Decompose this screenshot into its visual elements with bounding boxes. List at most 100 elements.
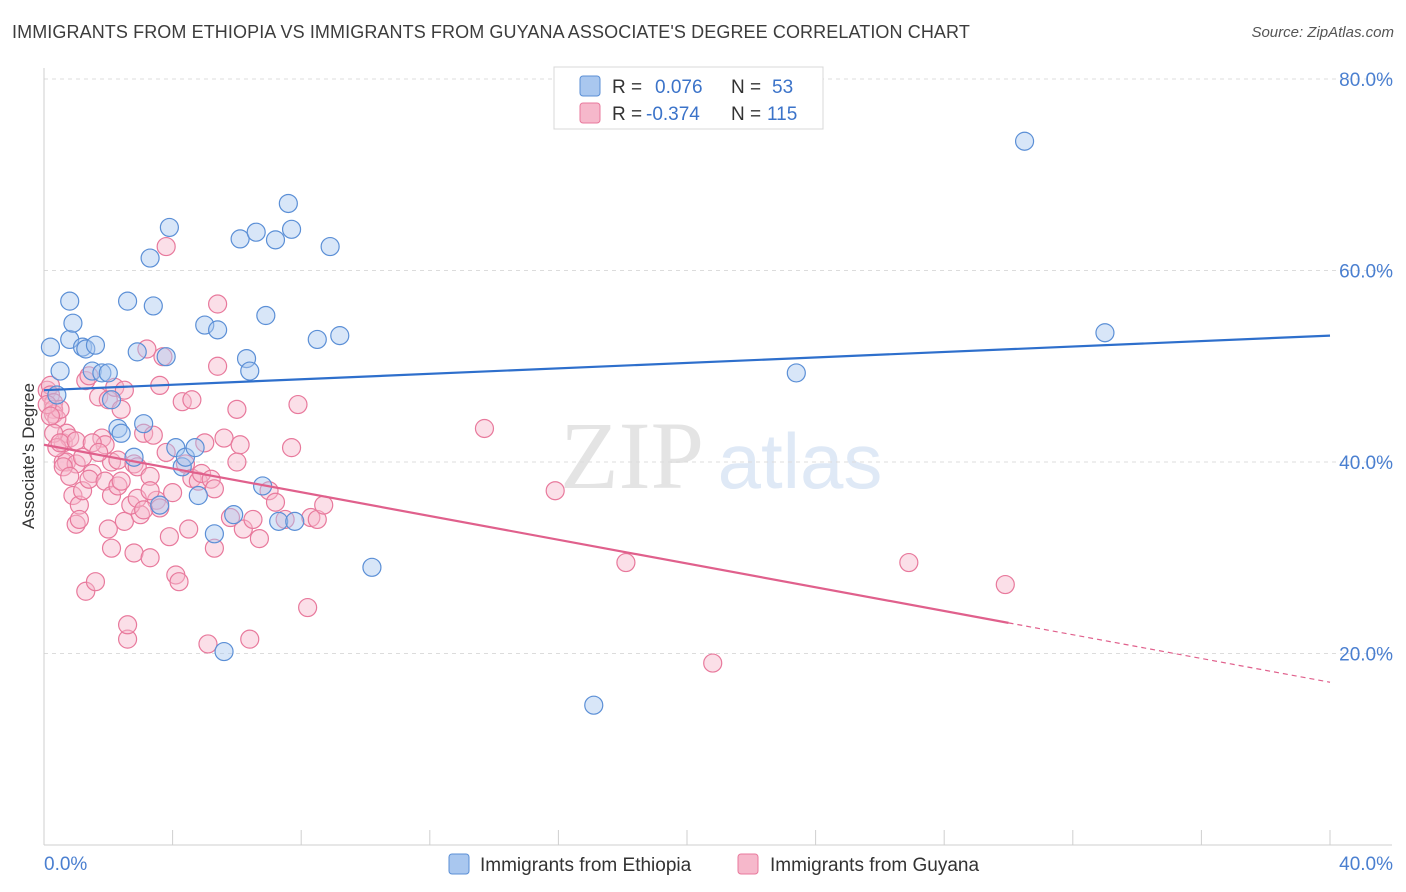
guyana-point bbox=[172, 392, 192, 412]
guyana-point bbox=[159, 527, 179, 547]
ethiopia-point bbox=[60, 291, 80, 311]
ethiopia-point bbox=[195, 315, 215, 335]
watermark-atlas: atlas bbox=[718, 417, 883, 505]
guyana-point bbox=[66, 431, 86, 451]
guyana-point bbox=[69, 495, 89, 515]
x-tick-label: 40.0% bbox=[1339, 854, 1393, 875]
ethiopia-point bbox=[85, 335, 106, 355]
guyana-point bbox=[101, 538, 122, 558]
guyana-point bbox=[208, 356, 228, 376]
watermark-zip: ZIP bbox=[560, 402, 704, 509]
legend-r-value-2: -0.374 bbox=[646, 104, 700, 125]
guyana-point bbox=[208, 294, 228, 314]
ethiopia-point bbox=[246, 222, 266, 242]
guyana-point bbox=[40, 406, 61, 426]
ethiopia-point bbox=[256, 305, 276, 326]
guyana-point bbox=[85, 572, 106, 592]
y-tick-label: 80.0% bbox=[1339, 70, 1393, 91]
tick-labels: 20.0% 40.0% 60.0% 80.0% 0.0% 40.0% bbox=[44, 70, 1393, 875]
series-swatch-guyana bbox=[737, 853, 759, 875]
ethiopia-point bbox=[156, 347, 176, 367]
ethiopia-point bbox=[236, 348, 257, 369]
guyana-trend-line bbox=[43, 443, 1009, 624]
ethiopia-point bbox=[101, 390, 122, 410]
watermark: ZIP atlas bbox=[560, 402, 882, 509]
guyana-point bbox=[204, 538, 224, 558]
guyana-point bbox=[79, 469, 99, 489]
ethiopia-point bbox=[307, 329, 327, 350]
guyana-point bbox=[111, 471, 131, 491]
guyana-point bbox=[63, 485, 83, 506]
ethiopia-point bbox=[1014, 131, 1035, 151]
guyana-point bbox=[114, 511, 134, 531]
legend-swatch-ethiopia bbox=[579, 75, 601, 97]
ethiopia-point bbox=[224, 505, 244, 525]
guyana-point bbox=[230, 435, 250, 455]
guyana-point bbox=[281, 438, 302, 458]
guyana-point bbox=[195, 433, 215, 453]
ethiopia-point bbox=[208, 320, 228, 340]
series-label-guyana: Immigrants from Guyana bbox=[770, 855, 979, 876]
ethiopia-point bbox=[98, 363, 118, 383]
ethiopia-point bbox=[143, 296, 163, 316]
ethiopia-point bbox=[92, 363, 112, 383]
guyana-point bbox=[179, 519, 199, 539]
guyana-point bbox=[703, 653, 723, 673]
legend-swatch-guyana bbox=[579, 102, 601, 124]
ethiopia-point bbox=[188, 485, 208, 506]
legend-r-label-1: R = bbox=[612, 77, 642, 98]
guyana-points bbox=[37, 236, 1015, 673]
ethiopia-point bbox=[204, 524, 224, 544]
ethiopia-trend-line bbox=[43, 334, 1331, 392]
ethiopia-point bbox=[40, 337, 61, 357]
ethiopia-point bbox=[278, 193, 298, 214]
guyana-point bbox=[44, 423, 64, 443]
guyana-point bbox=[545, 481, 565, 501]
guyana-point bbox=[243, 509, 263, 530]
guyana-point bbox=[72, 481, 93, 501]
guyana-point bbox=[220, 507, 241, 528]
guyana-point bbox=[227, 399, 247, 419]
guyana-point bbox=[53, 457, 73, 477]
guyana-point bbox=[995, 574, 1015, 595]
guyana-point bbox=[60, 466, 80, 486]
ethiopia-point bbox=[269, 511, 289, 531]
gridlines bbox=[44, 78, 1392, 654]
ethiopia-point bbox=[127, 342, 147, 362]
ethiopia-point bbox=[786, 363, 806, 383]
guyana-point bbox=[198, 634, 218, 654]
guyana-point bbox=[117, 629, 138, 649]
guyana-point bbox=[140, 548, 160, 568]
ethiopia-point bbox=[134, 414, 154, 434]
ethiopia-point bbox=[362, 557, 382, 577]
guyana-point bbox=[140, 466, 160, 486]
guyana-point bbox=[204, 479, 224, 499]
guyana-point bbox=[156, 442, 176, 463]
guyana-point bbox=[616, 552, 636, 573]
guyana-point bbox=[163, 483, 183, 503]
ethiopia-point bbox=[76, 339, 96, 359]
ethiopia-point bbox=[140, 248, 160, 268]
guyana-point bbox=[288, 394, 308, 415]
guyana-point bbox=[98, 519, 118, 539]
ethiopia-point bbox=[230, 229, 250, 249]
correlation-legend: R = 0.076 N = 53 R = -0.374 N = 115 bbox=[553, 66, 824, 130]
ethiopia-point bbox=[150, 495, 170, 515]
source-credit: Source: ZipAtlas.com bbox=[1251, 24, 1394, 41]
guyana-point bbox=[101, 485, 122, 506]
ethiopia-point bbox=[214, 641, 234, 662]
guyana-point bbox=[307, 509, 327, 530]
ethiopia-point bbox=[285, 511, 305, 531]
guyana-point bbox=[69, 509, 89, 530]
ethiopia-point bbox=[584, 695, 604, 715]
ethiopia-point bbox=[82, 361, 102, 381]
guyana-point bbox=[474, 418, 495, 439]
guyana-point bbox=[182, 390, 202, 410]
legend-n-label-1: N = bbox=[731, 77, 761, 98]
ethiopia-point bbox=[63, 313, 83, 333]
ethiopia-point bbox=[117, 291, 138, 311]
guyana-point bbox=[227, 452, 247, 472]
guyana-point bbox=[89, 442, 109, 463]
ethiopia-point bbox=[320, 236, 340, 257]
